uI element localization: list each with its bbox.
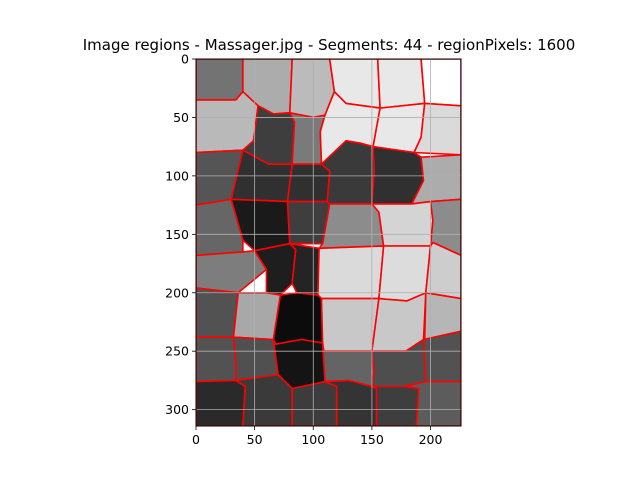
region-22 (318, 203, 385, 250)
region-42 (422, 330, 461, 383)
y-tick-label: 250 (165, 344, 189, 359)
region-25 (196, 249, 268, 294)
x-tick-label: 200 (419, 432, 443, 447)
region-28 (317, 245, 385, 300)
region-47 (371, 385, 420, 426)
y-axis: 0 50 100 150 200 250 300 (165, 52, 196, 417)
region-44 (235, 373, 294, 426)
region-45 (291, 380, 338, 426)
x-tick-label: 50 (247, 432, 263, 447)
region-15 (286, 163, 331, 203)
region-6 (420, 59, 461, 107)
region-12 (413, 102, 461, 156)
y-tick-label: 100 (165, 168, 189, 183)
region-38 (232, 336, 279, 382)
region-19 (196, 198, 244, 257)
y-tick-label: 300 (165, 402, 189, 417)
region-33 (272, 291, 324, 346)
region-5 (376, 59, 426, 109)
y-tick-label: 150 (165, 227, 189, 242)
region-43 (196, 379, 246, 426)
chart-title: Image regions - Massager.jpg - Segments:… (83, 36, 576, 54)
region-31 (196, 287, 239, 339)
region-1 (196, 59, 244, 101)
y-tick-label: 0 (181, 52, 189, 67)
region-34 (320, 297, 380, 353)
x-axis: 0 50 100 150 200 (192, 426, 442, 447)
region-layer (196, 59, 461, 426)
region-7 (196, 90, 259, 154)
y-tick-label: 200 (165, 285, 189, 300)
x-tick-label: 150 (360, 432, 384, 447)
plot-frame (195, 58, 462, 427)
region-37 (196, 336, 237, 383)
x-tick-label: 100 (301, 432, 325, 447)
region-32 (232, 291, 282, 341)
x-tick-label: 0 (192, 432, 200, 447)
region-48 (403, 380, 461, 426)
region-30 (424, 241, 461, 300)
region-9 (288, 112, 326, 165)
y-tick-label: 50 (173, 110, 189, 125)
region-36 (423, 291, 461, 341)
